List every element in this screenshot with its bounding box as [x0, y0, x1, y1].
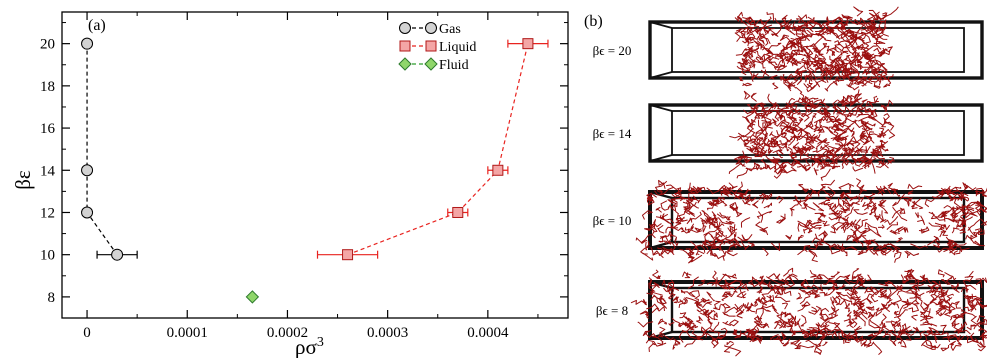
- data-markers: [81, 37, 534, 304]
- liquid-legend-marker: [425, 40, 437, 52]
- liquid-legend-marker: [399, 40, 411, 52]
- polymer-strands: [635, 178, 987, 264]
- y-tick-label: 20: [40, 37, 55, 53]
- x-tick-label: 0.0002: [267, 325, 308, 341]
- fluid-legend-marker: [398, 57, 412, 71]
- snapshot-row: βϵ = 8: [596, 267, 987, 357]
- y-tick-label: 8: [48, 290, 56, 306]
- snapshot-label: βϵ = 10: [593, 213, 632, 228]
- x-tick-labels: 0 0.0001 0.0002 0.0003 0.0004: [83, 325, 509, 341]
- y-tick-label: 14: [40, 163, 56, 179]
- x-tick-label: 0.0003: [367, 325, 408, 341]
- liquid-point: [452, 206, 464, 218]
- snapshot-box-edge: [649, 154, 673, 162]
- panel-a-plot: 0 0.0001 0.0002 0.0003 0.0004 8101214161820 …: [11, 11, 569, 358]
- y-tick-label: 16: [40, 121, 56, 137]
- series-lines: [86, 43, 529, 256]
- snapshot-label: βϵ = 20: [593, 43, 632, 58]
- snapshot-box-edge: [649, 71, 673, 79]
- polymer-strands: [630, 267, 987, 357]
- y-tick-label: 18: [40, 79, 55, 95]
- x-tick-label: 0: [83, 325, 91, 341]
- gas-legend-marker: [399, 22, 411, 34]
- snapshot-box-frame: [648, 280, 984, 340]
- gas-point: [81, 206, 94, 219]
- x-tick-label: 0.0001: [167, 325, 208, 341]
- x-axis-label-base: ρσ: [295, 335, 317, 358]
- panel-a-label: (a): [88, 17, 106, 34]
- snapshot-label: βϵ = 14: [593, 126, 632, 141]
- snapshot-row: βϵ = 10: [593, 178, 987, 264]
- snapshot-box-edge: [649, 104, 673, 112]
- liquid-point: [522, 38, 534, 50]
- gas-legend-marker: [425, 22, 437, 34]
- panel-b-snapshots: (b) βϵ = 20 βϵ = 14 βϵ = 10 βϵ = 8: [584, 6, 987, 357]
- liquid-legend-label: Liquid: [439, 40, 476, 55]
- x-axis-label: ρσ3: [295, 335, 324, 358]
- gas-point: [81, 164, 94, 177]
- y-tick-label: 10: [40, 248, 55, 264]
- snapshot-list: βϵ = 20 βϵ = 14 βϵ = 10 βϵ = 8: [593, 6, 987, 357]
- fluid-legend-label: Fluid: [439, 58, 469, 73]
- y-axis-label: βε: [11, 170, 35, 190]
- polymer-strands: [728, 86, 896, 181]
- plot-frame: [61, 11, 569, 319]
- fluid-point: [245, 290, 260, 304]
- x-tick-label: 0.0004: [467, 325, 509, 341]
- snapshot-row: βϵ = 20: [593, 6, 984, 93]
- liquid-point: [342, 249, 354, 261]
- gas-series-line: [86, 43, 118, 256]
- legend: Gas Liquid Fluid: [398, 22, 476, 73]
- panel-b-label: (b): [584, 13, 603, 30]
- polymer-strands: [734, 6, 899, 93]
- snapshot-label: βϵ = 8: [596, 303, 628, 318]
- snapshot-row: βϵ = 14: [593, 86, 984, 181]
- x-axis-label-superscript: 3: [317, 335, 324, 350]
- snapshot-box-edge: [649, 21, 673, 29]
- snapshot-box-inner-frame: [671, 27, 965, 73]
- gas-legend-label: Gas: [439, 22, 461, 37]
- snapshot-box-inner-frame: [671, 110, 965, 156]
- liquid-point: [492, 164, 504, 176]
- gas-point: [111, 248, 124, 261]
- fluid-legend-marker: [424, 57, 438, 71]
- y-tick-label: 12: [40, 205, 55, 221]
- liquid-series-line: [347, 43, 529, 256]
- y-tick-labels: 8 10 12 14 16 18 20: [40, 37, 56, 306]
- gas-point: [81, 37, 94, 50]
- axis-ticks: [62, 12, 568, 319]
- error-bars: [96, 39, 549, 259]
